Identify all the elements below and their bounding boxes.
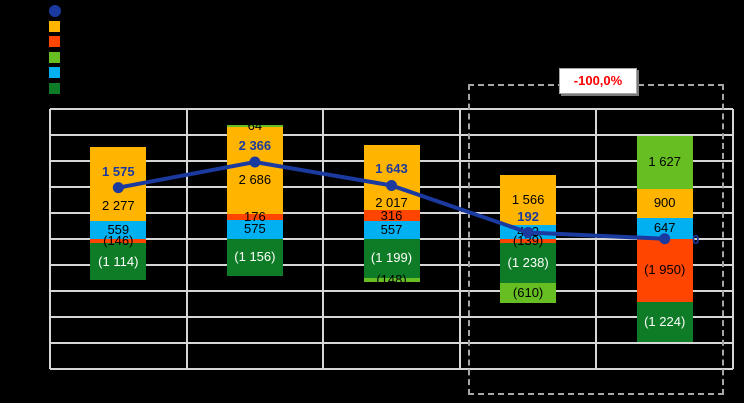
line-value-label: 2 366 bbox=[238, 138, 272, 153]
bar-segment-label: 557 bbox=[380, 221, 403, 237]
legend-cyan-swatch-icon bbox=[49, 67, 60, 78]
grid-line-horizontal bbox=[50, 133, 733, 136]
bar-segment-red bbox=[500, 238, 557, 244]
annotation-text: -100,0% bbox=[573, 73, 623, 88]
legend-red-swatch-icon bbox=[49, 36, 60, 47]
legend-item-red bbox=[49, 36, 60, 47]
bar-segment-label: 2 277 bbox=[102, 197, 135, 213]
bar-segment-label: (1 238) bbox=[507, 255, 549, 271]
bar-segment-label: (610) bbox=[512, 285, 544, 301]
line-value-label: 0 bbox=[692, 231, 700, 247]
legend-line-swatch-icon bbox=[49, 5, 61, 17]
grid-line-vertical bbox=[732, 109, 734, 369]
grid-line-horizontal bbox=[50, 315, 733, 318]
grid-line-horizontal bbox=[50, 367, 733, 370]
grid-line-horizontal bbox=[50, 289, 733, 292]
legend-item-cyan bbox=[49, 67, 60, 78]
bar-segment-label: 2 686 bbox=[238, 172, 272, 187]
bar-segment-red bbox=[636, 238, 693, 302]
legend-item-darkgreen bbox=[49, 83, 60, 94]
bar-segment-red bbox=[90, 238, 147, 244]
bar-segment-label: (1 224) bbox=[644, 313, 686, 329]
line-value-label: 1 575 bbox=[102, 163, 135, 179]
bar-segment-label: (1 199) bbox=[370, 250, 413, 266]
bar-segment-label: 64 bbox=[247, 118, 263, 134]
annotation-label: -100,0% bbox=[559, 68, 637, 94]
line-value-label: 192 bbox=[517, 208, 539, 224]
bar-segment-darkgreen bbox=[636, 302, 693, 342]
grid-line-vertical bbox=[185, 109, 188, 369]
bar-segment-darkgreen bbox=[363, 238, 420, 278]
line-value-label: 1 643 bbox=[375, 161, 408, 177]
bar-segment-lightgreen bbox=[226, 125, 283, 128]
bar-segment-lightgreen bbox=[363, 277, 420, 283]
bar-segment-label: (1 156) bbox=[234, 249, 276, 265]
grid-line-horizontal bbox=[50, 341, 733, 344]
legend-item-line bbox=[49, 5, 61, 17]
bar-segment-darkgreen bbox=[500, 243, 557, 284]
grid-line-horizontal bbox=[50, 108, 733, 110]
bar-segment-label: (146) bbox=[103, 233, 134, 249]
bar-segment-label: (1 114) bbox=[98, 253, 139, 269]
bar-segment-label: (1 950) bbox=[644, 262, 686, 278]
bar-segment-label: 176 bbox=[244, 209, 266, 225]
grid-line-vertical bbox=[322, 109, 325, 369]
bar-segment-darkgreen bbox=[90, 243, 147, 280]
legend-item-orange bbox=[49, 21, 60, 32]
grid-line-vertical bbox=[458, 109, 461, 369]
grid-line-vertical bbox=[49, 109, 51, 369]
legend-darkgreen-swatch-icon bbox=[49, 83, 60, 94]
legend-item-lightgreen bbox=[49, 52, 60, 63]
legend-lightgreen-swatch-icon bbox=[49, 52, 60, 63]
bar-segment-lightgreen bbox=[500, 283, 557, 304]
bar-segment-label: (148) bbox=[376, 272, 407, 288]
legend-orange-swatch-icon bbox=[49, 21, 60, 32]
bar-segment-label: 2 017 bbox=[375, 195, 408, 211]
bar-segment-darkgreen bbox=[226, 238, 283, 277]
